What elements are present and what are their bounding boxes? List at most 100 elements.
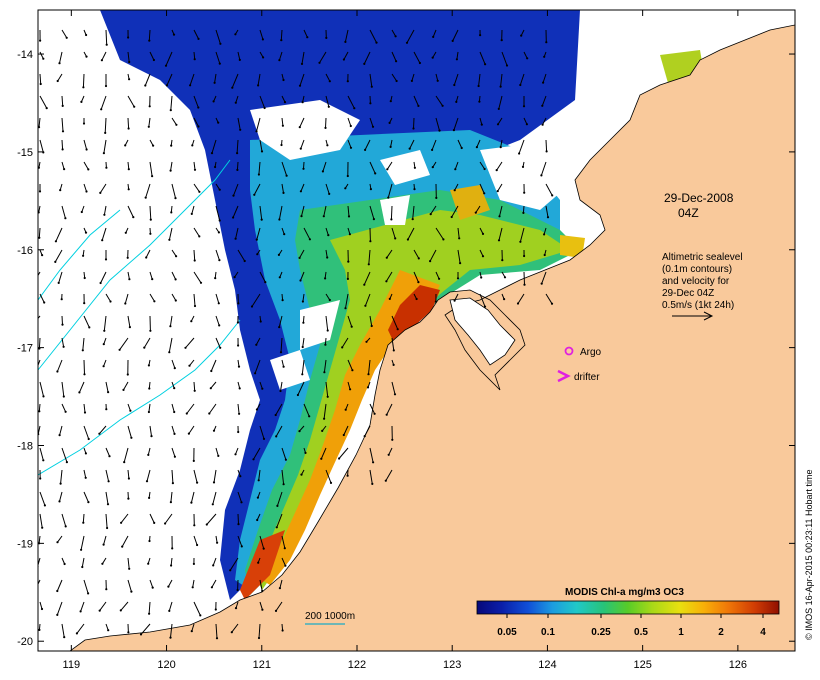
velocity-arrow-head [391, 438, 394, 441]
velocity-arrow-head [460, 146, 463, 150]
velocity-arrow-head [106, 526, 109, 530]
velocity-arrow [76, 623, 85, 634]
velocity-arrow-head [417, 104, 420, 107]
velocity-arrow-head [170, 144, 173, 147]
velocity-arrow-head [283, 233, 286, 236]
velocity-arrow-head [341, 346, 344, 349]
velocity-arrow-head [230, 631, 233, 634]
colorbar [476, 600, 780, 615]
velocity-arrow [237, 469, 241, 477]
velocity-arrow [148, 29, 151, 41]
velocity-arrow [168, 601, 173, 612]
velocity-arrow-head [300, 215, 303, 218]
velocity-arrow-head [327, 234, 330, 237]
velocity-arrow-head [387, 453, 390, 456]
velocity-arrow-head [105, 588, 108, 591]
velocity-arrow [39, 381, 44, 397]
velocity-arrow-head [455, 58, 458, 61]
velocity-arrow-head [85, 190, 88, 193]
velocity-arrow [170, 161, 173, 171]
velocity-arrow-head [278, 59, 281, 62]
velocity-arrow [215, 535, 218, 543]
velocity-arrow [254, 359, 261, 374]
velocity-arrow [193, 271, 202, 284]
velocity-arrow-head [85, 55, 88, 58]
velocity-arrow [191, 205, 195, 215]
velocity-arrow [475, 205, 481, 213]
velocity-arrow [300, 271, 305, 281]
velocity-arrow [193, 535, 198, 546]
velocity-arrow-head [503, 276, 507, 279]
velocity-arrow [82, 513, 85, 523]
velocity-arrow [99, 425, 107, 435]
velocity-arrow [276, 491, 283, 507]
velocity-arrow-head [541, 123, 544, 126]
velocity-arrow-head [63, 636, 66, 639]
velocity-arrow-head [64, 525, 67, 528]
velocity-arrow [215, 623, 218, 639]
velocity-arrow-head [525, 123, 529, 126]
velocity-arrow-head [363, 283, 366, 286]
velocity-arrow [258, 469, 261, 481]
velocity-arrow-head [499, 85, 502, 88]
velocity-arrow-head [323, 371, 326, 374]
velocity-arrow-head [118, 348, 121, 351]
velocity-arrow-head [276, 504, 279, 507]
velocity-arrow [233, 183, 239, 196]
velocity-arrow [193, 95, 199, 108]
velocity-arrow-head [219, 42, 222, 45]
velocity-arrow [59, 491, 63, 502]
velocity-arrow [214, 73, 217, 83]
velocity-arrow-head [522, 211, 525, 214]
velocity-arrow-head [328, 192, 331, 195]
velocity-arrow-head [98, 432, 101, 435]
velocity-arrow-head [56, 541, 59, 544]
velocity-arrow [303, 161, 305, 169]
velocity-arrow-head [212, 564, 215, 567]
colorbar-legend: MODIS Chl-a mg/m3 OC3 0.05 0.1 0.25 0.5 1 2 4 [476, 587, 780, 638]
velocity-arrow [193, 161, 196, 170]
velocity-arrow [119, 337, 129, 351]
velocity-arrow-head [347, 260, 350, 263]
velocity-arrow [237, 249, 246, 262]
velocity-arrow [193, 249, 196, 261]
velocity-arrow-head [209, 387, 212, 390]
velocity-arrow-head [82, 122, 86, 125]
velocity-arrow-head [344, 40, 347, 44]
velocity-arrow [388, 447, 393, 456]
velocity-arrow-head [175, 123, 178, 126]
y-tick-label: -16 [17, 245, 33, 257]
velocity-arrow-head [41, 254, 44, 257]
velocity-arrow-head [283, 101, 287, 104]
velocity-arrow-head [388, 297, 391, 300]
velocity-arrow-head [324, 343, 327, 346]
x-tick-label: 126 [729, 659, 747, 671]
velocity-arrow-head [62, 395, 65, 398]
velocity-arrow [429, 249, 437, 262]
velocity-arrow [302, 315, 305, 323]
velocity-arrow-head [393, 393, 397, 396]
velocity-arrow-head [164, 522, 167, 525]
legend-tick-label: 0.5 [634, 627, 648, 638]
velocity-arrow-head [441, 104, 444, 107]
velocity-arrow-head [63, 562, 66, 566]
velocity-arrow-head [477, 84, 480, 88]
velocity-arrow-head [185, 412, 188, 415]
velocity-arrow-head [127, 127, 130, 130]
velocity-arrow [281, 359, 285, 367]
velocity-arrow-head [300, 62, 304, 65]
velocity-arrow-head [147, 562, 150, 565]
velocity-arrow [259, 535, 265, 549]
velocity-arrow [369, 447, 374, 463]
velocity-arrow-head [238, 387, 241, 390]
velocity-arrow-head [325, 36, 328, 40]
velocity-arrow-head [483, 192, 486, 195]
velocity-arrow-head [122, 388, 125, 391]
velocity-arrow-head [282, 483, 285, 486]
legend-tick-label: 0.1 [541, 627, 555, 638]
velocity-arrow-head [237, 344, 240, 347]
velocity-arrow [38, 535, 41, 544]
velocity-arrow [253, 447, 261, 460]
velocity-arrow-head [214, 608, 217, 611]
velocity-arrow-head [175, 255, 178, 258]
